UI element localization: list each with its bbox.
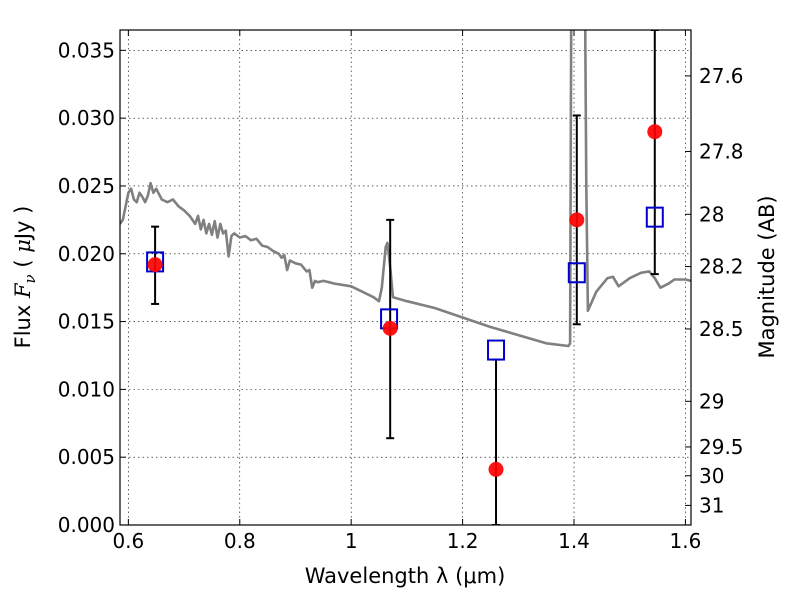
y2-tick-label: 28.5: [699, 317, 744, 341]
y2-tick-label: 28.2: [699, 255, 744, 279]
y2-tick-label: 30: [699, 464, 724, 488]
sed-model-line: [120, 30, 691, 348]
y2-tick-label: 29: [699, 389, 724, 413]
x-tick-label: 1.4: [558, 529, 590, 553]
observed-flux-point: [382, 320, 398, 336]
y-tick-label: 0.015: [58, 310, 115, 334]
y-tick-label: 0.035: [58, 38, 115, 62]
x-tick-label: 1.6: [670, 529, 702, 553]
y2-tick-label: 27.6: [699, 64, 744, 88]
y2-tick-label: 28: [699, 202, 724, 226]
y-tick-label: 0.030: [58, 106, 115, 130]
plot-area: [120, 30, 691, 525]
observed-flux-point: [488, 461, 504, 477]
observed-flux-point: [569, 212, 585, 228]
observed-flux-point: [647, 124, 663, 140]
y-tick-label: 0.010: [58, 377, 115, 401]
y-tick-label: 0.005: [58, 445, 115, 469]
y-tick-label: 0.025: [58, 174, 115, 198]
x-axis-label: Wavelength λ (μm): [305, 564, 506, 588]
y-tick-label: 0.000: [58, 513, 115, 537]
x-tick-label: 0.8: [224, 529, 256, 553]
grid: [120, 30, 691, 526]
model-photometry-square: [645, 206, 664, 228]
y2-tick-label: 29.5: [699, 435, 744, 459]
x-tick-label: 1.2: [447, 529, 479, 553]
model-photometry-square: [567, 262, 586, 284]
y2-tick-label: 31: [699, 493, 724, 517]
observed-flux-point: [147, 257, 163, 273]
model-photometry-square: [487, 339, 506, 361]
y2-axis-label: Magnitude (AB): [755, 195, 779, 358]
axes: 0.6 0.8 1 1.2 1.4 1.6 0.000 0.005 0.010 0.015 0.02…: [58, 30, 744, 553]
y-axis-label: Flux Fν ( μJy ): [11, 206, 39, 349]
plot-frame: [119, 29, 692, 526]
x-tick-label: 0.6: [112, 529, 144, 553]
y-tick-label: 0.020: [58, 242, 115, 266]
y2-tick-label: 27.8: [699, 139, 744, 163]
x-tick-label: 1: [345, 529, 358, 553]
